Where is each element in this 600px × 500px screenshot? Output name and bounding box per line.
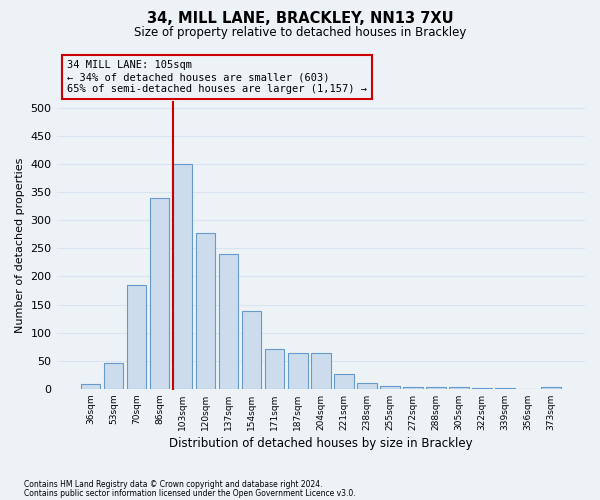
X-axis label: Distribution of detached houses by size in Brackley: Distribution of detached houses by size … (169, 437, 473, 450)
Bar (496, 388, 515, 389)
Bar (380, 386, 400, 389)
Bar (242, 312, 262, 389)
Bar (127, 285, 146, 389)
Bar (357, 383, 377, 389)
Bar (265, 350, 284, 389)
Y-axis label: Number of detached properties: Number of detached properties (15, 158, 25, 333)
Bar (173, 164, 193, 389)
Bar (196, 232, 215, 389)
Text: Size of property relative to detached houses in Brackley: Size of property relative to detached ho… (134, 26, 466, 39)
Bar (541, 387, 561, 389)
Bar (311, 354, 331, 389)
Bar (472, 388, 492, 389)
Bar (288, 354, 308, 389)
Bar (149, 198, 169, 389)
Bar (334, 374, 353, 389)
Text: 34, MILL LANE, BRACKLEY, NN13 7XU: 34, MILL LANE, BRACKLEY, NN13 7XU (146, 11, 454, 26)
Bar (426, 387, 446, 389)
Text: Contains public sector information licensed under the Open Government Licence v3: Contains public sector information licen… (24, 489, 356, 498)
Bar (403, 386, 423, 389)
Bar (104, 363, 123, 389)
Bar (219, 254, 238, 389)
Text: 34 MILL LANE: 105sqm
← 34% of detached houses are smaller (603)
65% of semi-deta: 34 MILL LANE: 105sqm ← 34% of detached h… (67, 60, 367, 94)
Bar (449, 387, 469, 389)
Text: Contains HM Land Registry data © Crown copyright and database right 2024.: Contains HM Land Registry data © Crown c… (24, 480, 323, 489)
Bar (80, 384, 100, 389)
